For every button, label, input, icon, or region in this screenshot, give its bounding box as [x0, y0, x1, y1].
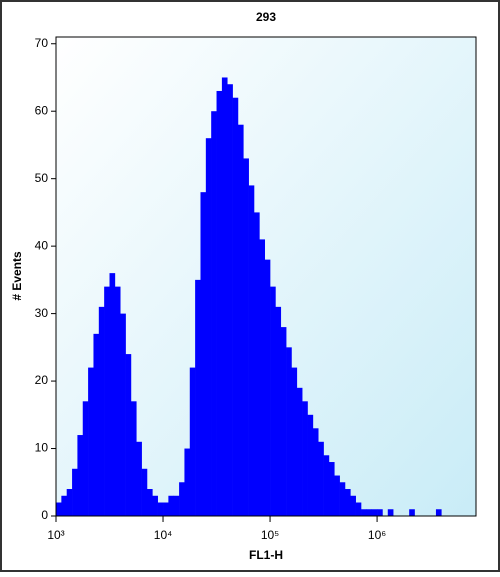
bar	[227, 84, 233, 517]
bar	[141, 468, 148, 516]
bar	[361, 509, 367, 516]
bar	[264, 259, 271, 516]
bar	[146, 489, 153, 516]
bar	[104, 286, 110, 516]
bar	[72, 468, 78, 516]
bar	[259, 239, 266, 517]
y-tick-label: 50	[35, 171, 49, 185]
bar	[109, 273, 116, 516]
bar	[275, 306, 282, 516]
bar	[157, 502, 164, 516]
bar	[371, 509, 378, 516]
x-tick-label: 10⁵	[261, 528, 279, 542]
bar	[221, 77, 228, 516]
bar	[307, 414, 314, 516]
bar	[312, 428, 319, 516]
bar	[216, 90, 223, 516]
x-tick-label: 10³	[47, 528, 64, 542]
bar	[163, 502, 169, 516]
bar	[237, 124, 244, 516]
bar	[114, 286, 121, 516]
bar	[253, 212, 260, 516]
bar	[387, 509, 394, 516]
bar	[88, 367, 94, 516]
bar	[195, 279, 201, 516]
bar	[280, 327, 287, 516]
bar	[205, 138, 212, 516]
y-tick-label: 20	[35, 373, 49, 387]
bar	[184, 448, 191, 516]
chart-title: 293	[256, 10, 276, 24]
bar	[328, 462, 335, 516]
bar	[318, 441, 324, 516]
bar	[211, 111, 217, 516]
bar	[243, 158, 249, 516]
bar	[56, 502, 62, 516]
bar	[435, 509, 442, 516]
y-tick-label: 60	[35, 103, 49, 117]
bar	[286, 347, 292, 516]
y-axis-label: # Events	[10, 251, 24, 301]
bar	[82, 401, 89, 516]
bar	[136, 441, 142, 516]
x-axis-label: FL1-H	[249, 548, 283, 562]
plot-border	[55, 36, 477, 517]
bar	[270, 286, 276, 516]
bar	[366, 509, 373, 516]
bar	[350, 495, 356, 516]
bar	[344, 489, 351, 516]
y-tick-label: 30	[35, 306, 49, 320]
bar	[61, 495, 68, 516]
bar	[339, 482, 346, 516]
bar	[355, 502, 362, 516]
bar	[66, 489, 73, 516]
bar	[291, 367, 298, 516]
y-tick-label: 40	[35, 238, 49, 252]
bar	[173, 495, 180, 516]
bar	[189, 367, 196, 516]
bar	[93, 333, 100, 516]
bar	[179, 482, 185, 516]
y-tick-label: 10	[35, 441, 49, 455]
bar	[152, 495, 158, 516]
bar	[200, 192, 207, 517]
y-tick-label: 70	[35, 36, 49, 50]
bar	[334, 475, 340, 516]
x-tick-label: 10⁶	[368, 528, 386, 542]
bar	[130, 401, 137, 516]
bar	[377, 509, 383, 516]
bar	[125, 354, 132, 516]
bar	[168, 495, 175, 516]
y-tick-label: 0	[41, 508, 48, 522]
bar	[120, 313, 126, 516]
bar	[248, 185, 255, 516]
bar	[98, 306, 105, 516]
bar	[296, 387, 303, 516]
bar	[409, 509, 415, 516]
bar	[232, 97, 239, 516]
bar	[77, 435, 84, 516]
bar	[323, 455, 330, 516]
bar	[302, 401, 308, 516]
x-tick-label: 10⁴	[154, 528, 173, 542]
